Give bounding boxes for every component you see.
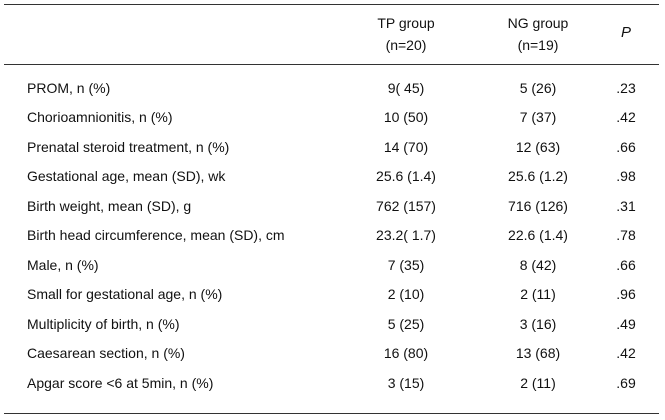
row-tp-value: 2 (10) [387,286,425,302]
table-top-rule [4,4,659,5]
row-p-value: .96 [616,286,636,302]
row-tp-value: 5 (25) [387,316,425,332]
row-label: Apgar score <6 at 5min, n (%) [27,375,214,391]
header-p-value: P [620,24,631,41]
table-row: Male, n (%) 7 (35) 8 (42) .66 [0,251,665,279]
table-row: Gestational age, mean (SD), wk 25.6 (1.4… [0,162,665,190]
row-p-value: .66 [616,139,636,155]
row-tp-value: 10 (50) [383,109,429,125]
table-row: Small for gestational age, n (%) 2 (10) … [0,280,665,308]
row-ng-value: 8 (42) [519,257,557,273]
row-tp-value: 25.6 (1.4) [376,168,436,184]
row-p-value: .49 [616,316,636,332]
row-p-value: .23 [616,80,636,96]
row-ng-value: 5 (26) [519,80,557,96]
row-tp-value: 14 (70) [383,139,429,155]
table-row: Prenatal steroid treatment, n (%) 14 (70… [0,133,665,161]
row-tp-value: 7 (35) [387,257,425,273]
header-ng-group: NG group (n=19) [468,12,608,56]
row-p-value: .66 [616,257,636,273]
table-row: Chorioamnionitis, n (%) 10 (50) 7 (37) .… [0,103,665,131]
row-ng-value: 22.6 (1.4) [508,227,568,243]
row-ng-value: 2 (11) [520,375,556,391]
row-p-value: .42 [616,109,636,125]
row-ng-value: 25.6 (1.2) [508,168,568,184]
row-tp-value: 16 (80) [383,345,429,361]
table-row: PROM, n (%) 9( 45) 5 (26) .23 [0,74,665,102]
row-p-value: .31 [616,198,636,214]
table-row: Apgar score <6 at 5min, n (%) 3 (15) 2 (… [0,369,665,397]
header-ng-group-count: (n=19) [517,37,559,53]
table-row: Caesarean section, n (%) 16 (80) 13 (68)… [0,339,665,367]
row-ng-value: 2 (11) [520,286,556,302]
row-label: Birth head circumference, mean (SD), cm [27,227,285,243]
row-label: Small for gestational age, n (%) [27,286,223,302]
row-label: Prenatal steroid treatment, n (%) [27,139,230,155]
header-ng-group-name: NG group [507,15,569,31]
header-tp-group-count: (n=20) [385,37,427,53]
row-ng-value: 7 (37) [519,109,557,125]
table-row: Multiplicity of birth, n (%) 5 (25) 3 (1… [0,310,665,338]
table-bottom-rule [4,413,659,414]
row-label: Multiplicity of birth, n (%) [27,316,180,332]
row-p-value: .98 [616,168,636,184]
row-label: Male, n (%) [27,257,99,273]
row-p-value: .42 [616,345,636,361]
row-ng-value: 12 (63) [515,139,561,155]
row-ng-value: 716 (126) [508,198,568,214]
row-tp-value: 3 (15) [387,375,425,391]
header-tp-group: TP group (n=20) [336,12,476,56]
row-p-value: .69 [616,375,636,391]
row-label: Caesarean section, n (%) [27,345,185,361]
row-label: Birth weight, mean (SD), g [27,198,192,214]
row-tp-value: 9( 45) [387,80,425,96]
table-row: Birth head circumference, mean (SD), cm … [0,221,665,249]
table-header-rule [4,64,659,65]
header-tp-group-name: TP group [377,15,435,31]
row-tp-value: 762 (157) [376,198,436,214]
row-p-value: .78 [616,227,636,243]
row-label: Gestational age, mean (SD), wk [27,168,226,184]
row-label: PROM, n (%) [27,80,111,96]
row-tp-value: 23.2( 1.7) [376,227,436,243]
row-label: Chorioamnionitis, n (%) [27,109,173,125]
row-ng-value: 3 (16) [519,316,557,332]
row-ng-value: 13 (68) [515,345,561,361]
table-row: Birth weight, mean (SD), g 762 (157) 716… [0,192,665,220]
